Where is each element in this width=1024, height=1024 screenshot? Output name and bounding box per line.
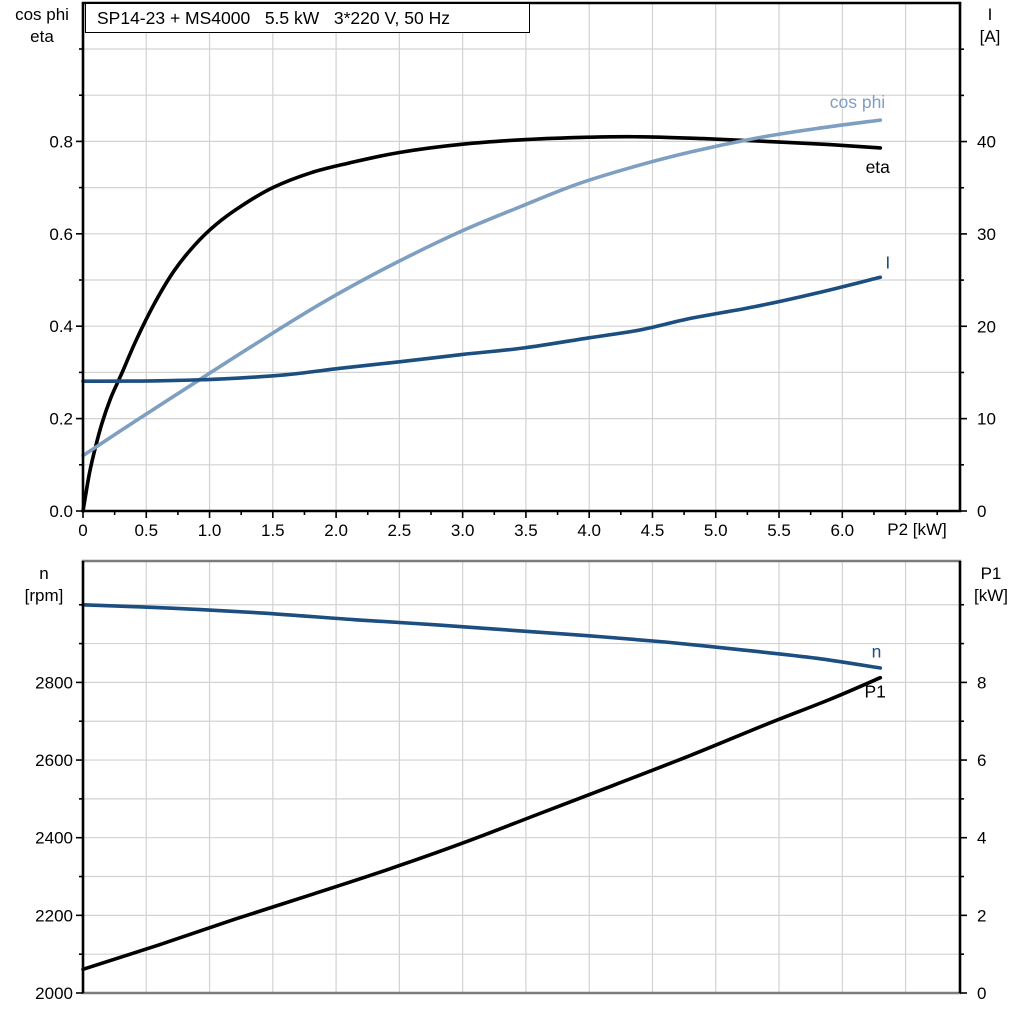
top-chart-right-tick-label: 10 [977,410,996,429]
top-chart-right-tick-label: 0 [977,502,986,521]
top-chart-x-tick-label: 0 [78,521,87,540]
top-chart-x-tick-label: 5.0 [704,521,728,540]
top-chart-x-tick-label: 4.5 [641,521,665,540]
axis-title-cos-phi: cos phi [15,5,69,24]
eta-curve-label: eta [866,157,891,177]
top-chart-right-axis-title: I [A] [958,4,1022,48]
P1-curve-label: P1 [864,681,885,701]
top-chart-x-tick-label: 6.0 [830,521,854,540]
bottom-chart-left-tick-label: 2600 [35,751,73,770]
top-chart-left-tick-label: 0.0 [49,502,73,521]
chart-title: SP14-23 + MS4000 5.5 kW 3*220 V, 50 Hz [97,7,450,28]
I-curve-label: I [885,253,890,273]
cos-phi-curve [81,118,883,458]
eta-curve [81,134,883,513]
top-chart-x-tick-label: 4.0 [577,521,601,540]
axis-title-kw-unit: [kW] [974,586,1008,605]
bottom-chart-left-axis-title: n [rpm] [0,563,88,607]
axis-title-speed: n [39,564,49,583]
top-chart-x-tick-label: 2.5 [388,521,412,540]
P1-curve [81,675,883,972]
bottom-chart-left-tick-label: 2800 [35,673,73,692]
axis-title-rpm-unit: [rpm] [24,586,64,605]
top-chart-x-tick-label: 2.0 [324,521,348,540]
top-chart-left-tick-label: 0.6 [49,225,73,244]
bottom-chart-right-tick-label: 0 [977,984,986,1003]
top-chart-x-tick-label: 1.0 [198,521,222,540]
bottom-chart-right-tick-label: 6 [977,751,986,770]
x-axis-label: P2 [kW] [887,520,947,539]
top-chart-left-tick-label: 0.4 [49,317,73,336]
chart-title-box: SP14-23 + MS4000 5.5 kW 3*220 V, 50 Hz [85,3,530,33]
top-chart-x-tick-label: 3.0 [451,521,475,540]
top-chart-right-tick-label: 40 [977,133,996,152]
bottom-chart-right-axis-title: P1 [kW] [946,563,1024,607]
top-chart-x-tick-label: 1.5 [261,521,285,540]
top-chart-left-tick-label: 0.2 [49,410,73,429]
axis-title-eta: eta [30,27,54,46]
n-curve [81,603,883,670]
bottom-chart-right-tick-label: 8 [977,673,986,692]
n-curve-label: n [872,642,882,662]
top-chart-right-tick-label: 30 [977,225,996,244]
top-chart-right-tick-label: 20 [977,317,996,336]
bottom-chart-right-tick-label: 2 [977,906,986,925]
axis-title-ampere-unit: [A] [979,27,1001,46]
bottom-chart-left-tick-label: 2000 [35,984,73,1003]
bottom-chart-left-tick-label: 2400 [35,829,73,848]
axis-title-current: I [987,5,993,24]
top-chart-x-tick-label: 3.5 [514,521,538,540]
I-curve [81,275,883,383]
top-chart-left-tick-label: 0.8 [49,132,73,151]
top-chart-x-tick-label: 0.5 [134,521,158,540]
cos-phi-curve-label: cos phi [830,92,885,112]
top-chart-left-axis-title: cos phi eta [0,4,84,48]
axis-title-p1: P1 [980,564,1002,583]
bottom-chart-left-tick-label: 2200 [35,906,73,925]
bottom-chart-right-tick-label: 4 [977,829,986,848]
top-chart-x-tick-label: 5.5 [767,521,791,540]
